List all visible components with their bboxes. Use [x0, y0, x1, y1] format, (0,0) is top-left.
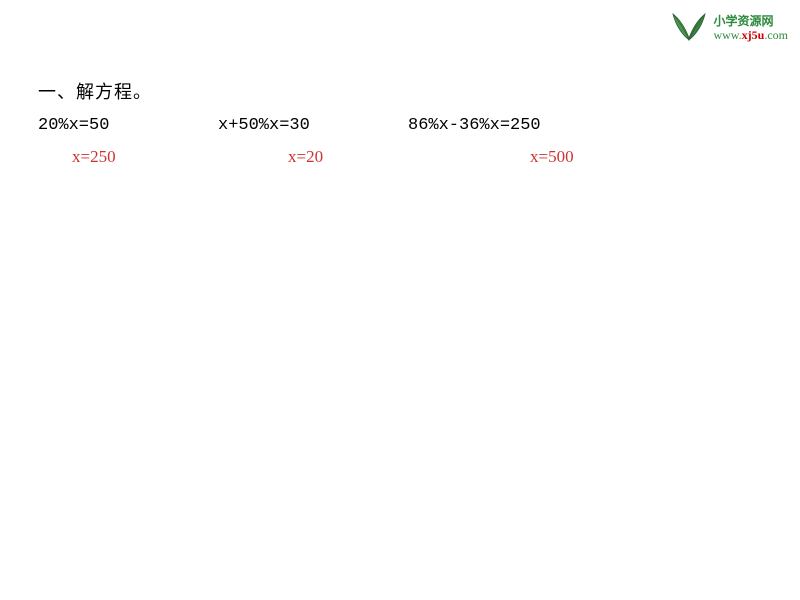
logo-url-domain: xj5u: [742, 28, 765, 42]
logo-url-suffix: .com: [764, 28, 788, 42]
logo-container: 小学资源网 www.xj5u.com: [669, 8, 788, 48]
equation-2: x+50%x=30: [218, 116, 408, 135]
logo-leaf-icon: [669, 8, 709, 48]
content-area: 一、解方程。 20%x=50 x+50%x=30 86%x-36%x=250 x…: [38, 78, 608, 167]
logo-url: www.xj5u.com: [713, 28, 788, 42]
equation-1: 20%x=50: [38, 116, 218, 135]
answer-2: x=20: [288, 147, 458, 167]
logo-title: 小学资源网: [713, 14, 788, 28]
equation-3: 86%x-36%x=250: [408, 116, 608, 135]
answer-3: x=500: [530, 147, 574, 167]
answers-row: x=250 x=20 x=500: [38, 147, 608, 167]
logo-text: 小学资源网 www.xj5u.com: [713, 14, 788, 43]
section-title: 一、解方程。: [38, 78, 608, 104]
answer-1: x=250: [72, 147, 252, 167]
equations-row: 20%x=50 x+50%x=30 86%x-36%x=250: [38, 116, 608, 135]
logo-url-prefix: www.: [713, 28, 741, 42]
